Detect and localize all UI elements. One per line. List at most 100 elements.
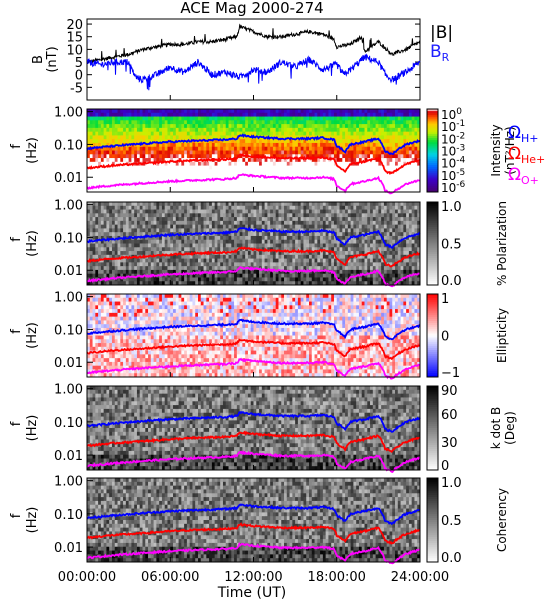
spectrogram-cell	[128, 213, 132, 218]
spectrogram-cell	[142, 281, 146, 286]
spectrogram-cell	[375, 142, 379, 148]
spectrogram-cell	[397, 109, 401, 114]
spectrogram-cell	[92, 176, 96, 182]
spectrogram-cell	[117, 217, 121, 222]
spectrogram-cell	[95, 146, 99, 151]
spectrogram-cell	[170, 120, 174, 125]
spectrogram-cell	[87, 277, 91, 282]
spectrogram-cell	[333, 188, 338, 193]
spectrogram-cell	[345, 251, 349, 256]
spectrogram-cell	[347, 213, 352, 218]
spectrogram-cell	[264, 109, 268, 114]
spectrogram-cell	[320, 139, 324, 144]
spectrogram-cell	[117, 116, 121, 121]
spectrogram-cell	[336, 127, 340, 133]
spectrogram-cell	[203, 209, 207, 214]
spectrogram-cell	[261, 142, 265, 148]
spectrogram-cell	[125, 158, 130, 163]
spectrogram-cell	[167, 173, 171, 178]
spectrogram-cell	[356, 224, 360, 229]
spectrogram-cell	[87, 251, 91, 256]
spectrogram-cell	[100, 235, 105, 241]
spectrogram-cell	[264, 269, 268, 275]
spectrogram-cell	[89, 124, 93, 129]
spectrogram-cell	[339, 158, 343, 163]
spectrogram-cell	[181, 116, 185, 121]
spectrogram-cell	[358, 220, 363, 226]
spectrogram-cell	[306, 235, 310, 241]
spectrogram-cell	[161, 154, 166, 159]
spectrogram-cell	[111, 131, 116, 136]
spectrogram-cell	[306, 120, 310, 125]
spectrogram-cell	[98, 209, 102, 214]
spectrogram-cell	[217, 235, 221, 241]
spectrogram-cell	[314, 266, 318, 271]
spectrogram-cell	[284, 247, 288, 252]
spectrogram-cell	[336, 281, 340, 286]
spectrogram-cell	[386, 116, 390, 121]
spectrogram-cell	[150, 239, 154, 244]
spectrogram-cell	[134, 184, 138, 189]
spectrogram-cell	[167, 184, 171, 189]
spectrogram-cell	[109, 176, 113, 182]
spectrogram-cell	[214, 228, 218, 233]
spectrogram-cell	[117, 161, 121, 166]
spectrogram-cell	[109, 158, 113, 163]
spectrogram-cell	[203, 120, 207, 125]
spectrogram-cell	[189, 209, 193, 214]
spectrogram-cell	[309, 254, 313, 259]
spectrogram-cell	[189, 273, 193, 278]
spectrogram-cell	[361, 243, 365, 248]
spectrogram-cell	[98, 269, 102, 275]
spectrogram-cell	[184, 142, 188, 148]
spectrogram-cell	[186, 254, 191, 259]
spectrogram-cell	[148, 127, 152, 133]
spectrogram-cell	[103, 224, 107, 229]
spectrogram-cell	[239, 184, 243, 189]
spectrogram-cell	[314, 109, 318, 114]
spectrogram-cell	[89, 269, 93, 275]
spectrogram-cell	[364, 262, 368, 267]
spectrogram-cell	[342, 173, 346, 178]
spectrogram-cell	[239, 239, 243, 244]
spectrogram-cell	[195, 131, 199, 136]
spectrogram-cell	[395, 158, 399, 163]
spectrogram-cell	[164, 150, 168, 155]
spectrogram-cell	[184, 205, 188, 210]
spectrogram-cell	[214, 127, 218, 133]
spectrogram-cell	[186, 165, 191, 170]
spectrogram-cell	[375, 124, 379, 129]
spectrogram-cell	[242, 161, 246, 166]
spectrogram-cell	[389, 142, 393, 148]
spectrogram-cell	[356, 269, 360, 275]
spectrogram-cell	[239, 139, 243, 144]
spectrogram-cell	[250, 165, 254, 170]
spectrogram-cell	[236, 109, 241, 114]
spectrogram-cell	[317, 184, 321, 189]
spectrogram-cell	[397, 154, 401, 159]
spectrogram-cell	[345, 269, 349, 275]
spectrogram-cell	[92, 188, 96, 193]
spectrogram-cell	[217, 254, 221, 259]
spectrogram-cell	[100, 109, 105, 114]
spectrogram-cell	[284, 205, 288, 210]
spectrogram-cell	[297, 220, 302, 226]
spectrogram-cell	[192, 239, 196, 244]
spectrogram-cell	[261, 220, 265, 226]
spectrogram-cell	[98, 188, 102, 193]
spectrogram-cell	[111, 224, 116, 229]
spectrogram-cell	[297, 184, 302, 189]
spectrogram-cell	[106, 202, 110, 207]
spectrogram-cell	[378, 146, 382, 151]
spectrogram-cell	[178, 202, 182, 207]
spectrogram-cell	[103, 154, 107, 159]
spectrogram-cell	[403, 173, 407, 178]
spectrogram-cell	[220, 116, 224, 121]
spectrogram-cell	[295, 235, 299, 241]
spectrogram-cell	[103, 131, 107, 136]
spectrogram-cell	[98, 116, 102, 121]
spectrogram-cell	[139, 213, 143, 218]
spectrogram-cell	[400, 142, 404, 148]
spectrogram-cell	[292, 224, 296, 229]
